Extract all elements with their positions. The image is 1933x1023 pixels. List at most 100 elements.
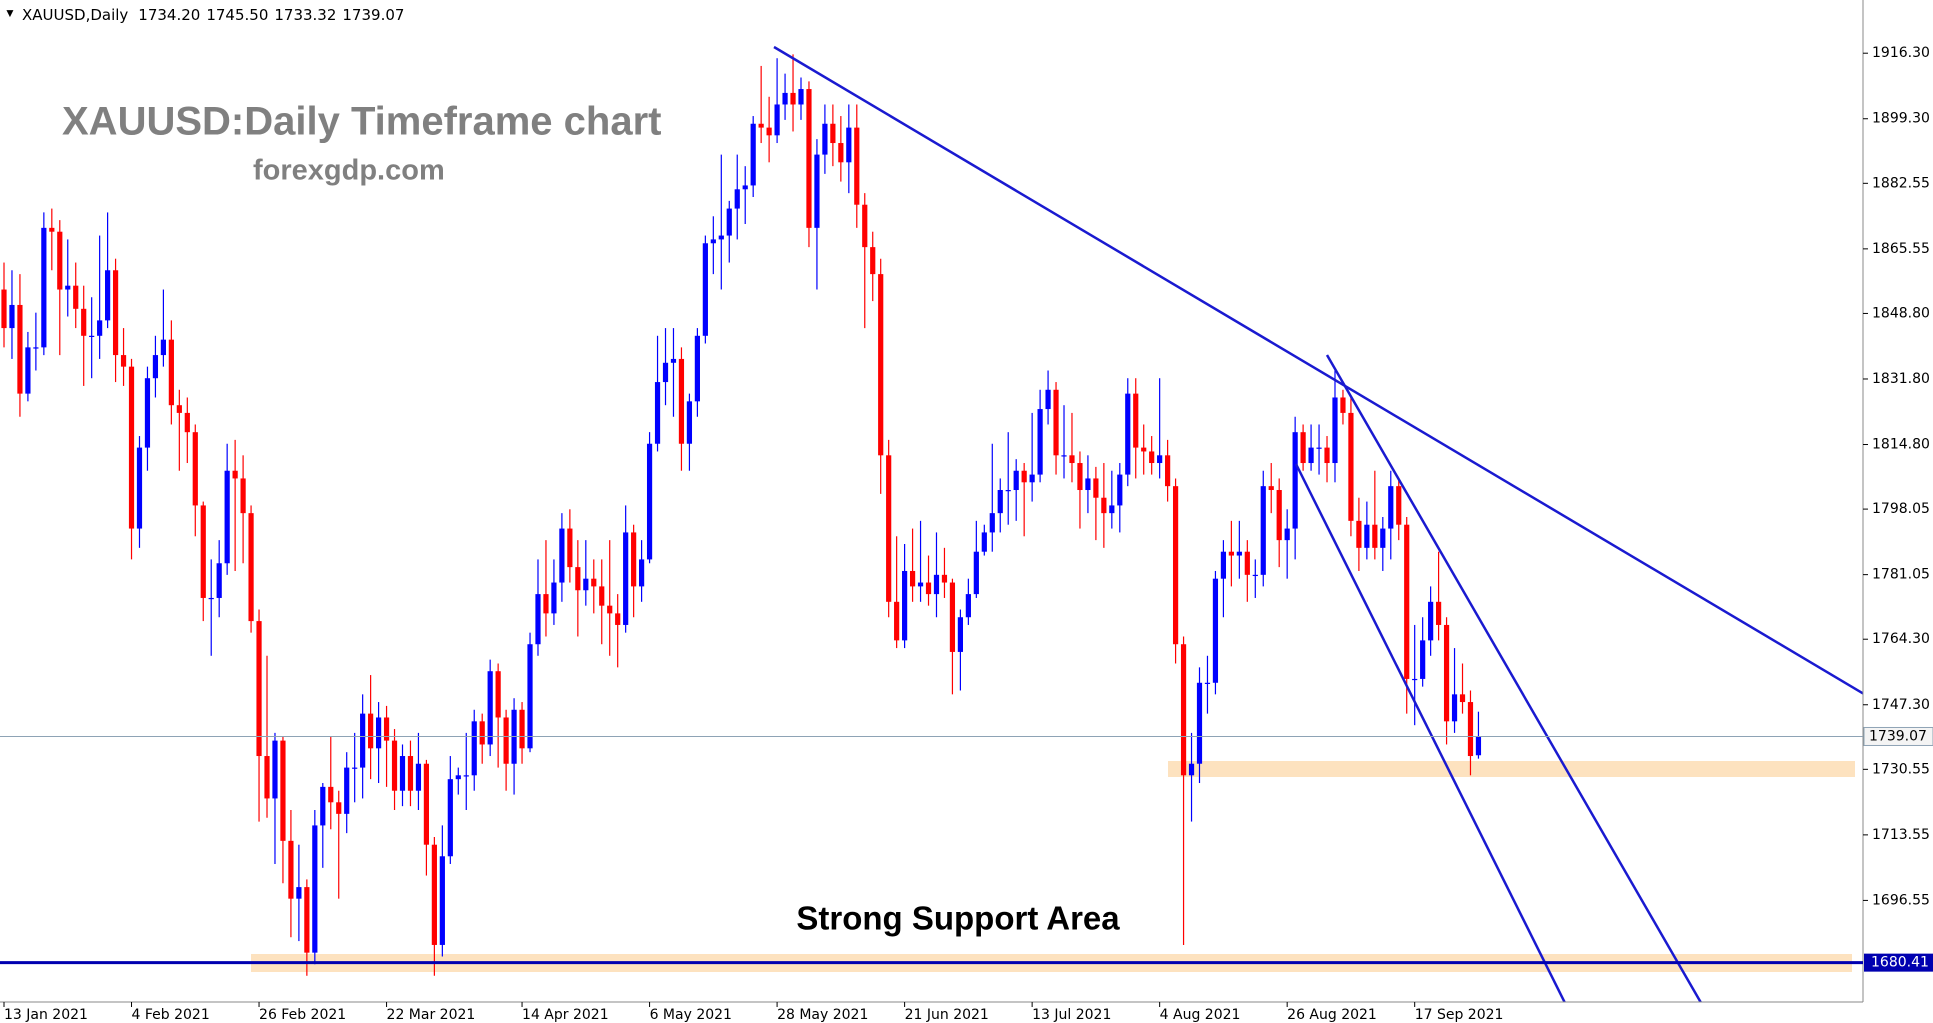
candle-body (224, 470, 230, 564)
y-tick-label: 1696.55 (1872, 892, 1930, 908)
candle-body (49, 227, 55, 232)
candle-body (57, 231, 63, 290)
candle-body (1037, 409, 1043, 475)
candle-body (136, 447, 143, 529)
y-tick-label: 1899.30 (1872, 111, 1930, 127)
candle-body (328, 786, 334, 803)
candle-body (535, 594, 541, 645)
candle-body (1109, 505, 1115, 514)
candle-body (495, 671, 501, 718)
candle-body (1196, 682, 1203, 764)
candle-body (814, 154, 820, 228)
candle-body (1093, 478, 1099, 498)
candle-body (120, 355, 127, 367)
candle-body (559, 528, 565, 583)
candle-body (742, 185, 748, 190)
candle-body (216, 563, 222, 598)
candle-body (391, 740, 398, 791)
candles (1, 54, 1482, 976)
candle-body (9, 304, 15, 329)
candle-body (1467, 702, 1474, 757)
candle-body (989, 513, 995, 533)
candle-body (1260, 486, 1266, 575)
x-tick-label: 28 May 2021 (777, 1007, 868, 1023)
candle-body (368, 713, 374, 749)
candle-body (678, 358, 685, 444)
chart-title: XAUUSD:Daily Timeframe chart (62, 100, 661, 144)
y-tick-label: 1798.05 (1872, 501, 1930, 517)
candle-body (758, 123, 764, 128)
candle-body (41, 227, 47, 348)
x-tick-label: 6 May 2021 (650, 1007, 732, 1023)
candle-body (567, 528, 573, 568)
candle-body (615, 613, 621, 625)
candle-body (1061, 455, 1067, 457)
candle-body (1292, 432, 1298, 529)
x-tick-label: 21 Jun 2021 (905, 1007, 989, 1023)
candle-body (646, 443, 653, 560)
candle-body (73, 285, 79, 309)
candle-body (97, 320, 103, 336)
y-tick-label: 1814.80 (1872, 437, 1930, 453)
candle-body (1300, 432, 1306, 464)
candle-body (248, 513, 254, 622)
price-tag (1863, 726, 1933, 746)
candle-body (1372, 524, 1378, 548)
candle-body (710, 239, 716, 244)
candle-body (583, 578, 589, 591)
candle-body (256, 621, 262, 757)
candle-body (543, 594, 549, 614)
candle-body (1268, 486, 1274, 491)
candle-body (1228, 551, 1234, 556)
candle-body (1348, 412, 1354, 521)
y-tick-label: 1882.55 (1872, 175, 1930, 191)
candle-body (1029, 474, 1035, 483)
candle-body (886, 455, 892, 602)
candle-body (431, 844, 437, 945)
x-tick-label: 22 Mar 2021 (387, 1007, 476, 1023)
candle-body (1475, 736, 1482, 756)
candle-body (176, 405, 182, 413)
candle-body (782, 92, 788, 105)
close-label: 1739.07 (342, 6, 404, 24)
candle-body (1172, 486, 1179, 645)
candle-body (471, 721, 477, 776)
candle-body (702, 243, 708, 336)
x-tick-label: 4 Aug 2021 (1160, 1007, 1241, 1023)
candle-body (447, 779, 453, 857)
candle-body (1404, 524, 1410, 679)
candle-body (1332, 397, 1338, 464)
candle-body (997, 490, 1003, 514)
candle-body (1077, 463, 1083, 491)
candle-body (973, 551, 979, 595)
price-tag-label: 1739.07 (1869, 728, 1927, 744)
candle-body (280, 740, 286, 841)
candle-body (455, 775, 461, 780)
candle-body (878, 274, 884, 456)
candle-body (81, 308, 87, 336)
candle-body (1316, 447, 1322, 449)
candle-body (1364, 524, 1370, 548)
candle-body (1013, 470, 1019, 491)
candle-body (902, 570, 908, 641)
y-tick-label: 1747.30 (1872, 697, 1930, 713)
candle-body (1045, 389, 1051, 410)
candle-body (296, 887, 302, 899)
candle-body (89, 335, 95, 337)
candle-body (479, 721, 485, 745)
candle-body (933, 574, 940, 595)
x-tick-label: 4 Feb 2021 (132, 1007, 210, 1023)
candle-body (272, 740, 278, 799)
candle-body (639, 559, 645, 587)
candle-body (1204, 682, 1211, 684)
candle-body (1212, 578, 1219, 683)
candle-body (1069, 455, 1075, 464)
candle-body (375, 717, 382, 749)
candle-body (192, 432, 198, 506)
trendlines (773, 45, 1863, 1002)
candle-body (264, 756, 270, 799)
candle-body (105, 270, 111, 321)
support-zone (1168, 761, 1855, 777)
